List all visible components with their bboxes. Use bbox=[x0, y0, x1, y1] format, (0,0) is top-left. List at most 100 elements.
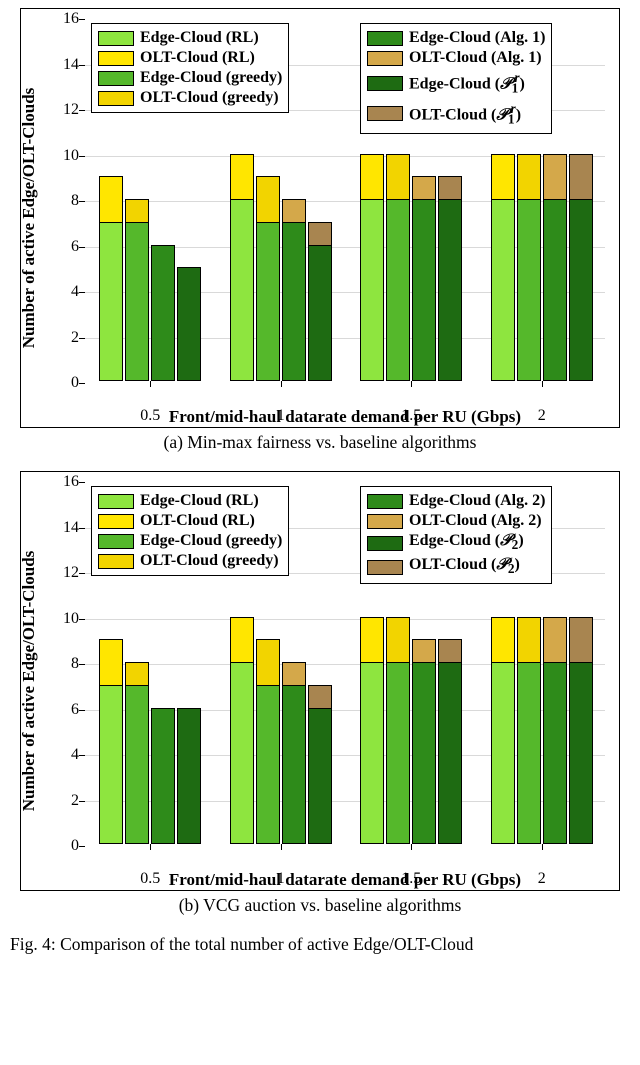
y-tick-label: 12 bbox=[63, 564, 79, 582]
y-tick-label: 10 bbox=[63, 147, 79, 165]
legend-swatch bbox=[98, 494, 134, 509]
x-tick-label: 2 bbox=[538, 407, 546, 425]
legend-label: OLT-Cloud (Alg. 2) bbox=[409, 511, 542, 531]
legend-swatch bbox=[367, 76, 403, 91]
legend-swatch bbox=[98, 51, 134, 66]
legend-entry: Edge-Cloud (RL) bbox=[98, 28, 282, 48]
legend-label: Edge-Cloud (greedy) bbox=[140, 531, 282, 551]
bar-edge bbox=[230, 662, 254, 844]
legend: Edge-Cloud (RL)OLT-Cloud (RL)Edge-Cloud … bbox=[91, 23, 289, 113]
legend-swatch bbox=[367, 560, 403, 575]
bar-edge bbox=[282, 222, 306, 381]
y-tick-label: 6 bbox=[71, 238, 79, 256]
chart-1: Number of active Edge/OLT-Clouds Front/mi… bbox=[20, 471, 620, 891]
bar-edge bbox=[386, 199, 410, 381]
bar-edge bbox=[308, 245, 332, 382]
legend-swatch bbox=[98, 534, 134, 549]
legend-entry: OLT-Cloud (Alg. 1) bbox=[367, 48, 545, 68]
legend-entry: Edge-Cloud (RL) bbox=[98, 491, 282, 511]
legend-label: OLT-Cloud (𝒫2) bbox=[409, 555, 520, 579]
bar-edge bbox=[543, 662, 567, 844]
x-tick-label: 0.5 bbox=[140, 407, 160, 425]
chart-0: Number of active Edge/OLT-Clouds Front/mi… bbox=[20, 8, 620, 428]
bar-edge bbox=[177, 267, 201, 381]
bar-edge bbox=[151, 708, 175, 845]
x-tick-label: 0.5 bbox=[140, 870, 160, 888]
y-tick-label: 2 bbox=[71, 792, 79, 810]
bar-edge bbox=[517, 662, 541, 844]
bar-edge bbox=[177, 708, 201, 845]
x-tick-label: 2 bbox=[538, 870, 546, 888]
legend-entry: OLT-Cloud (RL) bbox=[98, 511, 282, 531]
bar-edge bbox=[438, 199, 462, 381]
y-tick-label: 4 bbox=[71, 283, 79, 301]
legend-swatch bbox=[98, 91, 134, 106]
legend-swatch bbox=[98, 71, 134, 86]
bar-edge bbox=[438, 662, 462, 844]
y-tick-label: 2 bbox=[71, 329, 79, 347]
legend-entry: Edge-Cloud (𝒫1r) bbox=[367, 68, 545, 99]
y-tick-label: 8 bbox=[71, 655, 79, 673]
y-tick-label: 14 bbox=[63, 56, 79, 74]
legend-swatch bbox=[98, 514, 134, 529]
bar-edge bbox=[256, 685, 280, 844]
legend-entry: Edge-Cloud (Alg. 2) bbox=[367, 491, 545, 511]
legend-swatch bbox=[367, 106, 403, 121]
bar-edge bbox=[125, 685, 149, 844]
legend-swatch bbox=[98, 31, 134, 46]
legend-entry: Edge-Cloud (greedy) bbox=[98, 531, 282, 551]
legend-swatch bbox=[367, 51, 403, 66]
bar-edge bbox=[360, 662, 384, 844]
bar-edge bbox=[569, 662, 593, 844]
y-tick-label: 12 bbox=[63, 101, 79, 119]
bar-edge bbox=[282, 685, 306, 844]
legend-label: OLT-Cloud (𝒫1r) bbox=[409, 99, 521, 130]
legend-label: OLT-Cloud (greedy) bbox=[140, 88, 279, 108]
legend-label: Edge-Cloud (RL) bbox=[140, 491, 259, 511]
legend-entry: OLT-Cloud (𝒫1r) bbox=[367, 99, 545, 130]
legend-label: OLT-Cloud (RL) bbox=[140, 511, 255, 531]
legend: Edge-Cloud (RL)OLT-Cloud (RL)Edge-Cloud … bbox=[91, 486, 289, 576]
bar-edge bbox=[308, 708, 332, 845]
legend-entry: OLT-Cloud (RL) bbox=[98, 48, 282, 68]
bar-edge bbox=[99, 685, 123, 844]
subcaption: (a) Min-max fairness vs. baseline algori… bbox=[20, 432, 620, 453]
legend-swatch bbox=[367, 536, 403, 551]
y-tick-label: 10 bbox=[63, 610, 79, 628]
x-axis-label: Front/mid-haul datarate demand per RU (G… bbox=[85, 407, 605, 427]
y-axis-label: Number of active Edge/OLT-Clouds bbox=[19, 551, 39, 812]
legend-entry: OLT-Cloud (Alg. 2) bbox=[367, 511, 545, 531]
legend-entry: Edge-Cloud (greedy) bbox=[98, 68, 282, 88]
bar-edge bbox=[360, 199, 384, 381]
y-tick-label: 14 bbox=[63, 519, 79, 537]
legend-label: Edge-Cloud (greedy) bbox=[140, 68, 282, 88]
legend-swatch bbox=[367, 31, 403, 46]
legend-label: OLT-Cloud (RL) bbox=[140, 48, 255, 68]
legend: Edge-Cloud (Alg. 1)OLT-Cloud (Alg. 1)Edg… bbox=[360, 23, 552, 134]
legend-label: Edge-Cloud (Alg. 2) bbox=[409, 491, 545, 511]
bar-edge bbox=[151, 245, 175, 382]
x-tick-label: 1.5 bbox=[401, 407, 421, 425]
x-axis-label: Front/mid-haul datarate demand per RU (G… bbox=[85, 870, 605, 890]
legend-label: Edge-Cloud (RL) bbox=[140, 28, 259, 48]
bar-edge bbox=[569, 199, 593, 381]
figure-caption: Fig. 4: Comparison of the total number o… bbox=[10, 934, 630, 955]
legend-label: OLT-Cloud (greedy) bbox=[140, 551, 279, 571]
legend-label: Edge-Cloud (𝒫1r) bbox=[409, 68, 525, 99]
y-tick-label: 4 bbox=[71, 746, 79, 764]
legend: Edge-Cloud (Alg. 2)OLT-Cloud (Alg. 2)Edg… bbox=[360, 486, 552, 584]
bar-edge bbox=[256, 222, 280, 381]
subcaption: (b) VCG auction vs. baseline algorithms bbox=[20, 895, 620, 916]
legend-entry: Edge-Cloud (𝒫2) bbox=[367, 531, 545, 555]
legend-swatch bbox=[98, 554, 134, 569]
legend-label: OLT-Cloud (Alg. 1) bbox=[409, 48, 542, 68]
y-tick-label: 0 bbox=[71, 837, 79, 855]
bar-edge bbox=[543, 199, 567, 381]
legend-entry: OLT-Cloud (𝒫2) bbox=[367, 555, 545, 579]
x-tick-label: 1 bbox=[277, 870, 285, 888]
bar-edge bbox=[125, 222, 149, 381]
y-axis-label: Number of active Edge/OLT-Clouds bbox=[19, 88, 39, 349]
x-tick-label: 1.5 bbox=[401, 870, 421, 888]
bar-edge bbox=[99, 222, 123, 381]
x-tick-label: 1 bbox=[277, 407, 285, 425]
